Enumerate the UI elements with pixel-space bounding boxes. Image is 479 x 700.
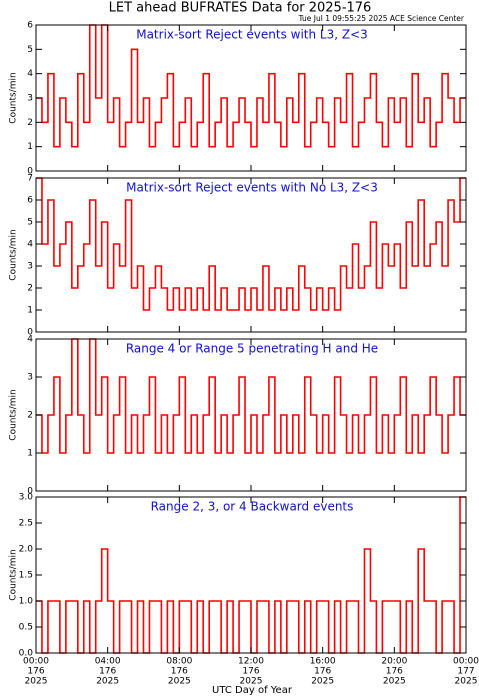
y-tick-label: 0: [27, 167, 33, 177]
data-line: [36, 338, 466, 454]
x-tick-label: 04:00: [95, 657, 121, 667]
data-line: [36, 24, 466, 148]
y-tick-label: 0.5: [19, 623, 33, 633]
y-tick-label: 2.5: [19, 519, 33, 529]
y-tick-label: 4: [27, 69, 33, 79]
y-tick-label: 1: [27, 306, 33, 316]
x-tick-year: 2025: [383, 677, 406, 687]
x-axis-label: UTC Day of Year: [212, 685, 293, 696]
x-tick-year: 2025: [168, 677, 191, 687]
y-tick-label: 0: [27, 328, 33, 338]
y-tick-label: 2: [27, 284, 33, 294]
chart-title: LET ahead BUFRATES Data for 2025-176: [109, 1, 372, 16]
x-tick-day: 177: [457, 667, 474, 677]
x-tick-year: 2025: [240, 677, 263, 687]
x-tick-label: 00:00: [453, 657, 479, 667]
y-tick-label: 5: [27, 218, 33, 228]
x-tick-year: 2025: [455, 677, 478, 687]
y-tick-label: 3: [27, 373, 33, 383]
x-tick-day: 176: [27, 667, 44, 677]
x-tick-label: 08:00: [166, 657, 192, 667]
y-tick-label: 3.0: [19, 493, 34, 503]
x-tick-label: 00:00: [23, 657, 49, 667]
y-tick-label: 6: [27, 196, 33, 206]
subtitle: Tue Jul 1 09:55:25 2025 ACE Science Cent…: [298, 14, 465, 23]
x-tick-label: 20:00: [381, 657, 407, 667]
y-tick-label: 6: [27, 21, 33, 31]
y-tick-label: 3: [27, 94, 33, 104]
panel-annotation: Matrix-sort Reject events with No L3, Z<…: [126, 181, 378, 195]
y-tick-label: 2: [27, 411, 33, 421]
y-tick-label: 3: [27, 262, 33, 272]
data-line: [36, 496, 466, 654]
y-tick-label: 1: [27, 142, 33, 152]
y-tick-label: 4: [27, 240, 33, 250]
y-tick-label: 0: [27, 487, 33, 497]
y-tick-label: 5: [27, 45, 33, 55]
panel-annotation: Range 4 or Range 5 penetrating H and He: [126, 342, 378, 356]
y-axis-label: Counts/min: [9, 229, 19, 280]
panel-annotation: Range 2, 3, or 4 Backward events: [151, 500, 354, 514]
y-axis-label: Counts/min: [9, 549, 19, 600]
y-tick-label: 0.0: [19, 649, 34, 659]
y-tick-label: 2: [27, 118, 33, 128]
x-tick-day: 176: [386, 667, 403, 677]
y-axis-label: Counts/min: [9, 72, 19, 123]
x-tick-day: 176: [314, 667, 331, 677]
y-tick-label: 7: [27, 174, 33, 184]
x-tick-label: 12:00: [238, 657, 264, 667]
x-tick-day: 176: [242, 667, 259, 677]
x-tick-day: 176: [171, 667, 188, 677]
y-tick-label: 1.0: [19, 597, 34, 607]
data-line: [36, 177, 466, 311]
y-tick-label: 2.0: [19, 545, 34, 555]
y-axis-label: Counts/min: [9, 389, 19, 440]
x-tick-year: 2025: [25, 677, 48, 687]
y-tick-label: 4: [27, 335, 33, 345]
y-tick-label: 1.5: [19, 571, 33, 581]
panel-annotation: Matrix-sort Reject events with L3, Z<3: [136, 28, 368, 42]
x-tick-year: 2025: [96, 677, 119, 687]
y-tick-label: 1: [27, 449, 33, 459]
x-tick-year: 2025: [311, 677, 334, 687]
x-tick-day: 176: [99, 667, 116, 677]
x-tick-label: 16:00: [310, 657, 336, 667]
